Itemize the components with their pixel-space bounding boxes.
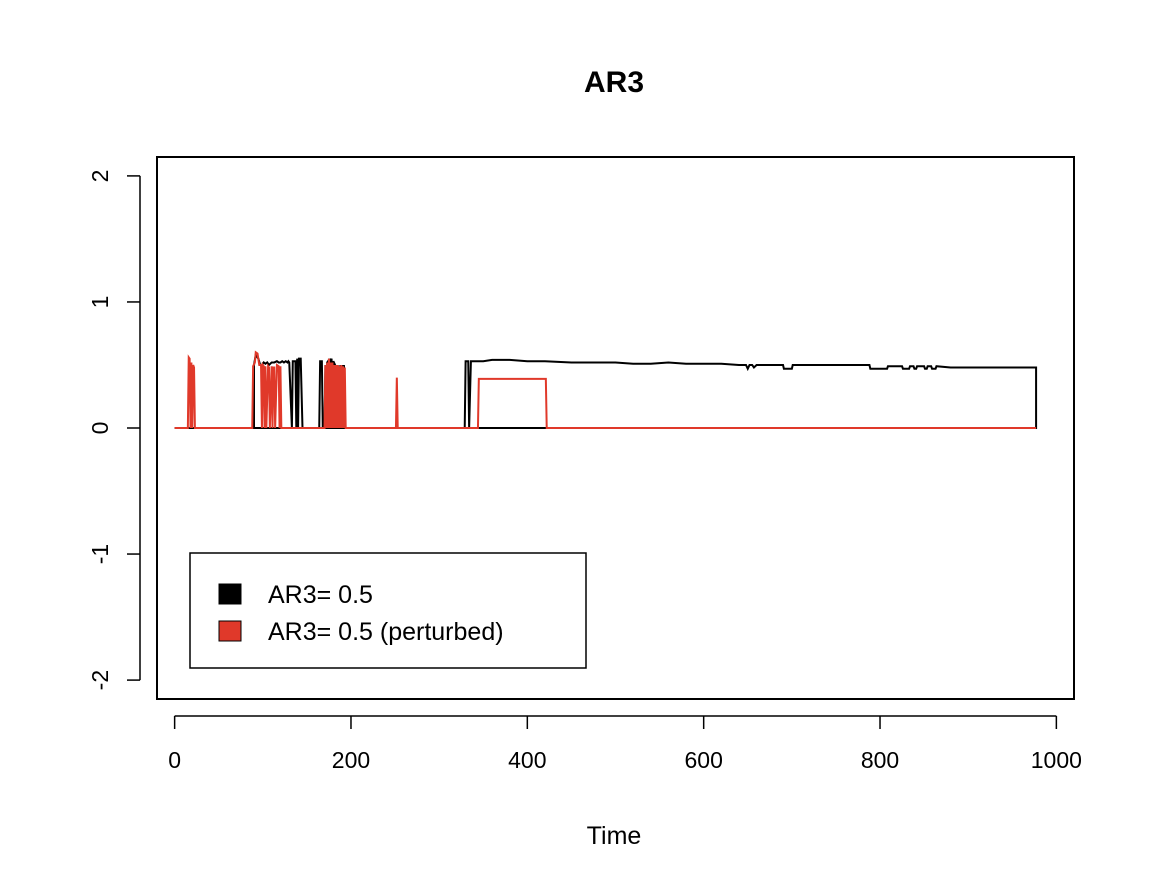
series-line-0 (174, 352, 1038, 429)
legend-box (189, 552, 587, 669)
legend-swatch-ar3-black (218, 583, 242, 605)
legend: AR3= 0.5 AR3= 0.5 (perturbed) (189, 552, 587, 669)
y-tick-label: -1 (87, 544, 113, 564)
legend-label-ar3: AR3= 0.5 (268, 581, 373, 609)
x-tick-label: 0 (168, 747, 181, 773)
x-tick-label: 800 (861, 747, 899, 773)
plot-frame (156, 156, 1075, 700)
x-tick-label: 1000 (1031, 747, 1082, 773)
y-axis: -2 -1 0 1 2 (87, 170, 141, 690)
series-layer (174, 350, 1038, 429)
legend-swatch-ar3-perturbed (218, 620, 242, 642)
y-tick-label: -2 (87, 670, 113, 690)
x-tick-label: 400 (508, 747, 546, 773)
series-line-1 (174, 350, 1037, 429)
x-axis-label: Time (587, 822, 642, 850)
legend-label-ar3-perturbed: AR3= 0.5 (perturbed) (268, 618, 504, 646)
y-tick-label: 0 (87, 422, 113, 435)
y-tick-label: 1 (87, 296, 113, 309)
x-tick-label: 600 (684, 747, 722, 773)
x-tick-label: 200 (332, 747, 370, 773)
chart-title: AR3 (584, 66, 644, 99)
x-axis: 0 200 400 600 800 1000 (168, 715, 1082, 773)
y-tick-label: 2 (87, 170, 113, 183)
